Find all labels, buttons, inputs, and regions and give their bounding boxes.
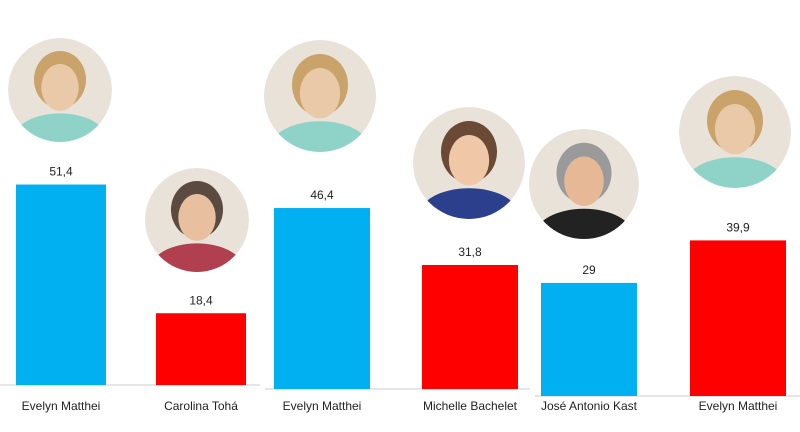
photos — [8, 38, 791, 272]
x-tick-label: Michelle Bachelet — [423, 399, 518, 413]
x-tick-label: Evelyn Matthei — [22, 399, 101, 413]
baselines — [0, 384, 800, 397]
portrait — [145, 168, 249, 272]
portrait-inner — [413, 107, 525, 219]
value-label: 51,4 — [49, 165, 73, 179]
value-label: 18,4 — [189, 293, 213, 307]
portrait-inner — [145, 168, 249, 272]
portrait — [264, 40, 376, 152]
portrait-inner — [264, 40, 376, 152]
portrait — [8, 38, 112, 142]
face — [178, 194, 216, 241]
x-tick-label: Evelyn Matthei — [283, 399, 362, 413]
x-tick-label: Evelyn Matthei — [699, 399, 778, 413]
value-label: 29 — [582, 263, 596, 277]
value-label: 39,9 — [726, 221, 750, 235]
bar — [422, 264, 518, 389]
body — [13, 113, 107, 142]
portrait-inner — [679, 76, 791, 188]
bar — [274, 208, 370, 389]
bar — [541, 282, 637, 396]
portrait-inner — [8, 38, 112, 142]
body — [534, 208, 634, 239]
body — [269, 121, 371, 152]
body — [684, 157, 786, 188]
x-tick-label: Carolina Tohá — [164, 399, 238, 413]
value-label: 31,8 — [458, 245, 482, 259]
bar — [156, 313, 246, 385]
bar — [16, 184, 106, 385]
face — [564, 156, 604, 206]
face — [714, 104, 756, 155]
value-label: 46,4 — [310, 188, 334, 202]
portrait — [529, 129, 639, 239]
x-tick-label: José Antonio Kast — [541, 399, 638, 413]
body — [150, 243, 244, 272]
face — [299, 68, 341, 119]
body — [418, 188, 520, 219]
portrait — [413, 107, 525, 219]
portrait-inner — [529, 129, 639, 239]
bar — [690, 240, 786, 396]
face — [41, 64, 79, 111]
face — [448, 135, 490, 186]
portrait — [679, 76, 791, 188]
